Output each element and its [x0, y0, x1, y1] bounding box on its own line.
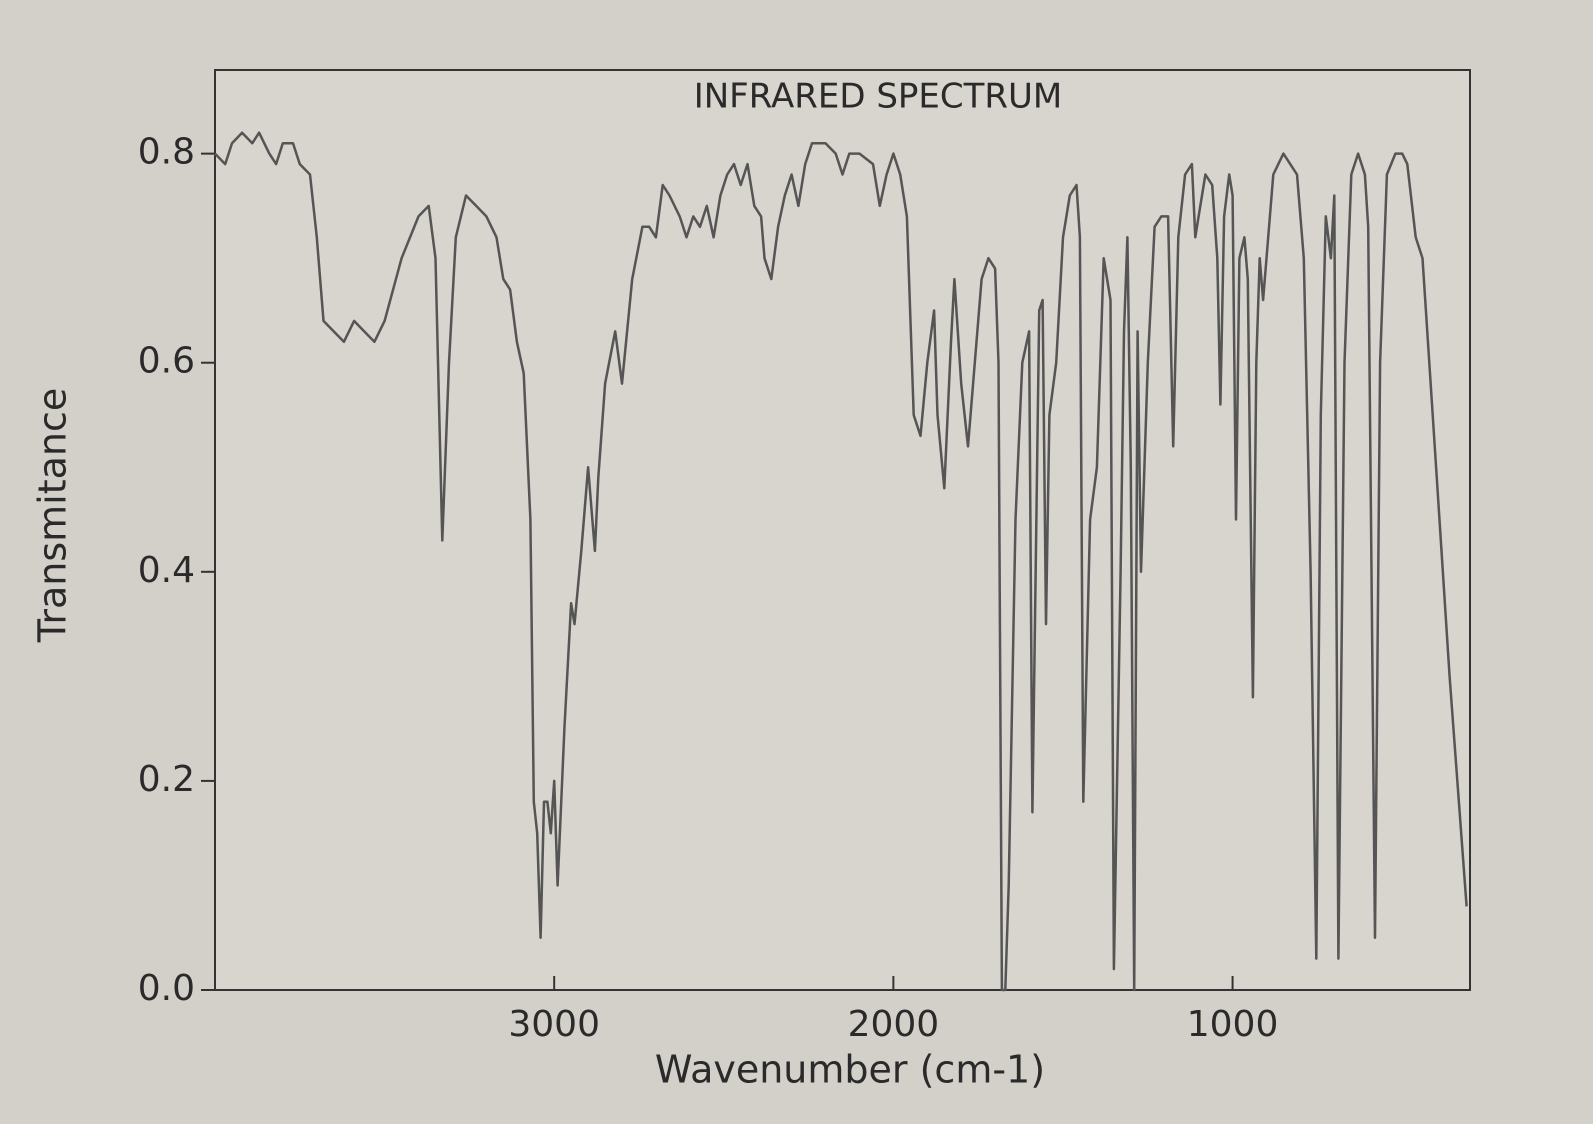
spectrum-line — [214, 131, 1468, 992]
x-tick-label: 2000 — [848, 1004, 940, 1045]
y-tick-label: 0.2 — [138, 759, 195, 800]
plot-area — [214, 69, 1471, 991]
y-tick-label: 0.8 — [138, 132, 195, 173]
y-tick-label: 0.6 — [138, 341, 195, 382]
y-tick-label: 0.0 — [138, 968, 195, 1009]
y-axis-title: Transmitance — [31, 388, 75, 644]
chart-title: INFRARED SPECTRUM — [694, 77, 1063, 117]
x-axis-title: Wavenumber (cm-1) — [655, 1048, 1045, 1092]
y-tick-label: 0.4 — [138, 550, 195, 591]
x-tick-label: 1000 — [1187, 1004, 1279, 1045]
x-tick-label: 3000 — [508, 1004, 600, 1045]
